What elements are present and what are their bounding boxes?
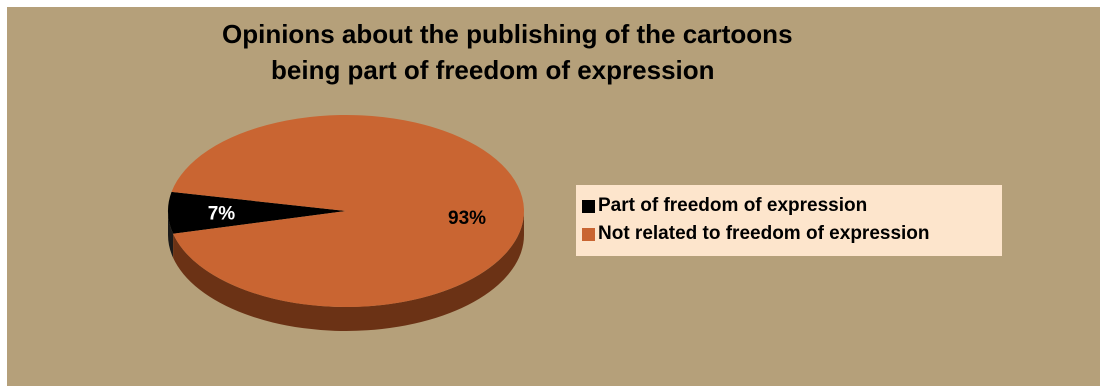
legend-swatch-part-of-freedom — [582, 199, 595, 213]
chart-title-line-2: being part of freedom of expression — [271, 55, 715, 85]
legend-label-not-related: Not related to freedom of expression — [598, 223, 930, 244]
chart-title-line-1: Opinions about the publishing of the car… — [222, 19, 793, 49]
legend-swatch-not-related — [582, 227, 595, 241]
pie-side-part-of-freedom — [168, 211, 174, 258]
data-label-not-related: 93% — [448, 208, 486, 229]
data-label-part-of-freedom: 7% — [208, 203, 236, 224]
legend-item-part-of-freedom: Part of freedom of expression — [576, 192, 1002, 220]
legend-label-part-of-freedom: Part of freedom of expression — [598, 195, 868, 216]
pie-slice-part-of-freedom — [167, 191, 346, 234]
pie-side-not-related — [173, 211, 525, 331]
chart-title: Opinions about the publishing of the car… — [7, 16, 1100, 88]
legend: Part of freedom of expression Not relate… — [576, 185, 1002, 256]
pie-slice-not-related — [171, 115, 524, 308]
legend-item-not-related: Not related to freedom of expression — [576, 220, 1002, 248]
